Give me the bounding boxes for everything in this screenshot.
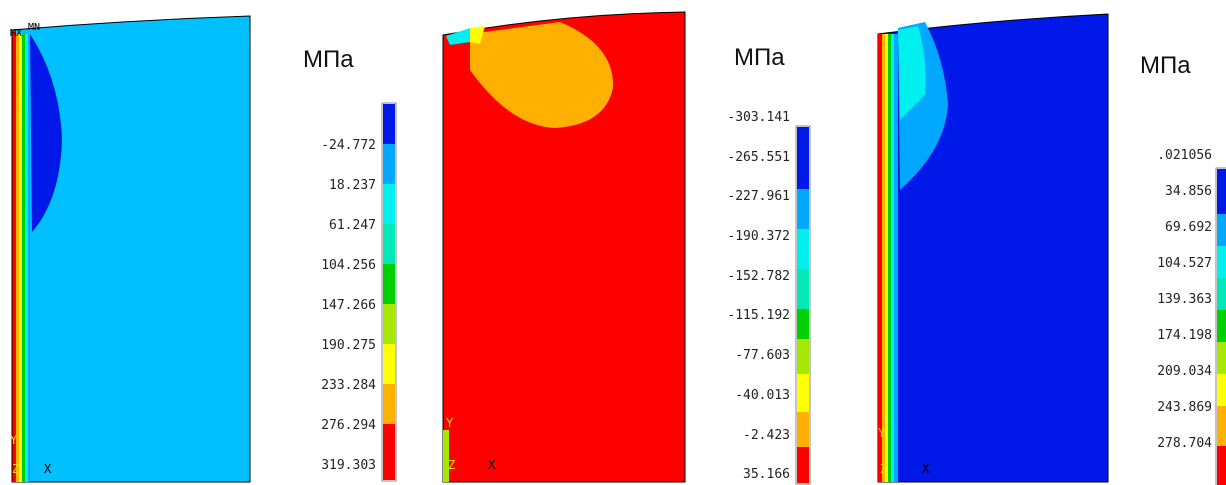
- contour-band: [888, 34, 891, 482]
- legend-swatch: [797, 339, 809, 374]
- legend-tick-label: .021056: [1157, 148, 1212, 163]
- contour-region-inner: [898, 26, 926, 120]
- legend-tick-label: -24.772: [321, 138, 376, 153]
- legend-colorbar-2: [795, 125, 811, 485]
- legend-swatch: [1217, 169, 1226, 214]
- legend-swatch: [383, 264, 395, 304]
- legend-swatch: [1217, 310, 1226, 342]
- legend-swatch: [1217, 214, 1226, 246]
- legend-swatch: [383, 424, 395, 480]
- contour-plot-1: [11, 15, 251, 483]
- legend-swatch: [1217, 246, 1226, 278]
- legend-swatch: [383, 144, 395, 184]
- contour-band: [894, 34, 898, 482]
- axis-y-label: Y: [446, 416, 454, 430]
- contour-region-corner: [446, 28, 470, 45]
- contour-band: [19, 34, 22, 482]
- axis-z-label: Z: [880, 462, 888, 476]
- legend-swatch: [797, 309, 809, 339]
- legend-tick-label: 35.166: [743, 467, 790, 482]
- legend-tick-label: 243.869: [1157, 400, 1212, 415]
- contour-band: [28, 34, 30, 482]
- legend-tick-label: 34.856: [1165, 184, 1212, 199]
- legend-swatch: [797, 412, 809, 447]
- legend-swatch: [1217, 278, 1226, 310]
- legend-tick-label: -152.782: [727, 269, 790, 284]
- unit-label: МПа: [734, 44, 785, 71]
- legend-swatch: [797, 269, 809, 309]
- max-marker-label: MX: [10, 28, 23, 39]
- legend-tick-label: 104.527: [1157, 256, 1212, 271]
- contour-region-stress-lobe: [30, 34, 62, 232]
- contour-plot-2: [442, 11, 686, 483]
- legend-tick-label: 18.237: [329, 178, 376, 193]
- legend-tick-label: 319.303: [321, 458, 376, 473]
- legend-tick-label: -115.192: [727, 308, 790, 323]
- legend-tick-label: 233.284: [321, 378, 376, 393]
- legend-tick-label: -40.013: [735, 388, 790, 403]
- contour-region-stress-lobe: [470, 22, 614, 128]
- legend-swatch: [383, 344, 395, 384]
- legend-swatch: [383, 104, 395, 144]
- legend-tick-label: 139.363: [1157, 292, 1212, 307]
- legend-swatch: [1217, 342, 1226, 374]
- legend-colorbar-1: [381, 102, 397, 482]
- legend-swatch: [797, 229, 809, 269]
- legend-swatch: [1217, 446, 1226, 485]
- legend-colorbar-3: [1215, 167, 1226, 485]
- axis-y-label: Y: [878, 426, 886, 440]
- contour-band: [443, 430, 449, 482]
- legend-tick-label: -303.141: [727, 110, 790, 125]
- contour-band: [891, 34, 894, 482]
- legend-tick-label: -265.551: [727, 150, 790, 165]
- contour-band: [25, 34, 28, 482]
- axis-z-label: Z: [12, 462, 20, 476]
- contour-region-base: [11, 15, 251, 483]
- legend-swatch: [797, 127, 809, 189]
- contour-band: [885, 34, 888, 482]
- contour-plot-3: [877, 13, 1109, 483]
- axis-y-label: Y: [10, 433, 18, 447]
- legend-tick-label: -2.423: [743, 428, 790, 443]
- unit-label: МПа: [1140, 52, 1191, 79]
- legend-tick-label: -77.603: [735, 348, 790, 363]
- legend-swatch: [797, 189, 809, 229]
- legend-tick-label: 278.704: [1157, 436, 1212, 451]
- axis-x-label: X: [922, 462, 930, 476]
- legend-tick-label: -227.961: [727, 189, 790, 204]
- legend-tick-label: 104.256: [321, 258, 376, 273]
- legend-tick-label: 276.294: [321, 418, 376, 433]
- contour-band: [12, 32, 16, 482]
- legend-tick-label: -190.372: [727, 229, 790, 244]
- legend-tick-label: 174.198: [1157, 328, 1212, 343]
- legend-tick-label: 69.692: [1165, 220, 1212, 235]
- legend-swatch: [797, 447, 809, 483]
- contour-band: [16, 34, 19, 482]
- unit-label: МПа: [303, 46, 354, 73]
- legend-tick-label: 147.266: [321, 298, 376, 313]
- legend-swatch: [383, 384, 395, 424]
- legend-swatch: [1217, 374, 1226, 406]
- legend-tick-label: 190.275: [321, 338, 376, 353]
- contour-band: [878, 34, 882, 482]
- legend-swatch: [383, 224, 395, 264]
- legend-swatch: [1217, 406, 1226, 446]
- legend-tick-label: 209.034: [1157, 364, 1212, 379]
- legend-swatch: [797, 374, 809, 412]
- contour-region-corner: [470, 26, 485, 44]
- legend-swatch: [383, 304, 395, 344]
- axis-x-label: X: [44, 462, 52, 476]
- contour-band: [882, 34, 885, 482]
- axis-z-label: Z: [448, 458, 456, 472]
- legend-swatch: [383, 184, 395, 224]
- contour-band: [22, 34, 25, 482]
- axis-x-label: X: [488, 458, 496, 472]
- min-marker-label: MN: [28, 22, 41, 33]
- legend-tick-label: 61.247: [329, 218, 376, 233]
